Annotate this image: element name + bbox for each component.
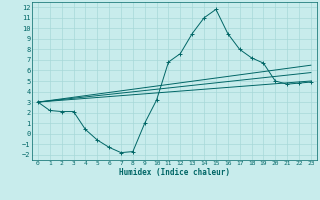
X-axis label: Humidex (Indice chaleur): Humidex (Indice chaleur) [119,168,230,177]
